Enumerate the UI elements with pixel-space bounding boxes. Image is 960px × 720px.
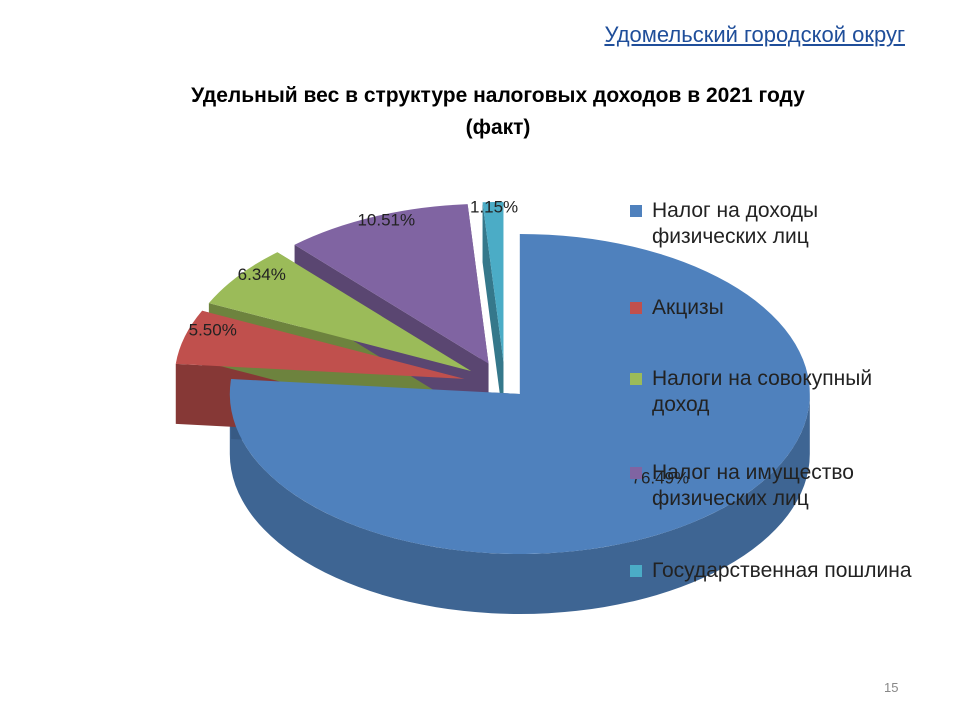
data-label: 10.51% [357, 211, 415, 230]
slice-side [229, 393, 810, 614]
chart-title: Удельный вес в структуре налоговых доход… [191, 84, 805, 139]
slice [294, 204, 489, 364]
slice [229, 233, 810, 554]
legend-swatch [630, 373, 642, 385]
slice [482, 201, 504, 362]
slice-cut [208, 252, 472, 432]
legend-swatch [630, 205, 642, 217]
legend-item: Налог на имущество физических лиц [630, 460, 930, 512]
slice [175, 310, 465, 379]
slice [208, 252, 472, 372]
slice-cut [294, 204, 489, 424]
legend-label: Налоги на совокупный доход [652, 367, 873, 416]
header-title: Удомельский городской округ [604, 22, 905, 47]
data-label: 76.49% [632, 469, 690, 488]
legend-item: Акцизы [630, 295, 724, 321]
legend-item: Налог на доходы физических лиц [630, 198, 930, 250]
legend-label: Акцизы [652, 296, 724, 319]
data-label: 6.34% [238, 265, 286, 284]
legend-swatch [630, 467, 642, 479]
data-label: 1.15% [470, 197, 518, 216]
page-number: 15 [884, 680, 899, 695]
slice-cut [482, 201, 504, 422]
legend-label: Налог на имущество физических лиц [652, 461, 854, 510]
legend-swatch [630, 302, 642, 314]
legend-item: Государственная пошлина [630, 558, 912, 584]
legend-label: Государственная пошлина [652, 559, 912, 582]
legend-item: Налоги на совокупный доход [630, 366, 930, 418]
data-label: 5.50% [189, 320, 237, 339]
legend-label: Налог на доходы физических лиц [652, 199, 819, 248]
legend-swatch [630, 565, 642, 577]
